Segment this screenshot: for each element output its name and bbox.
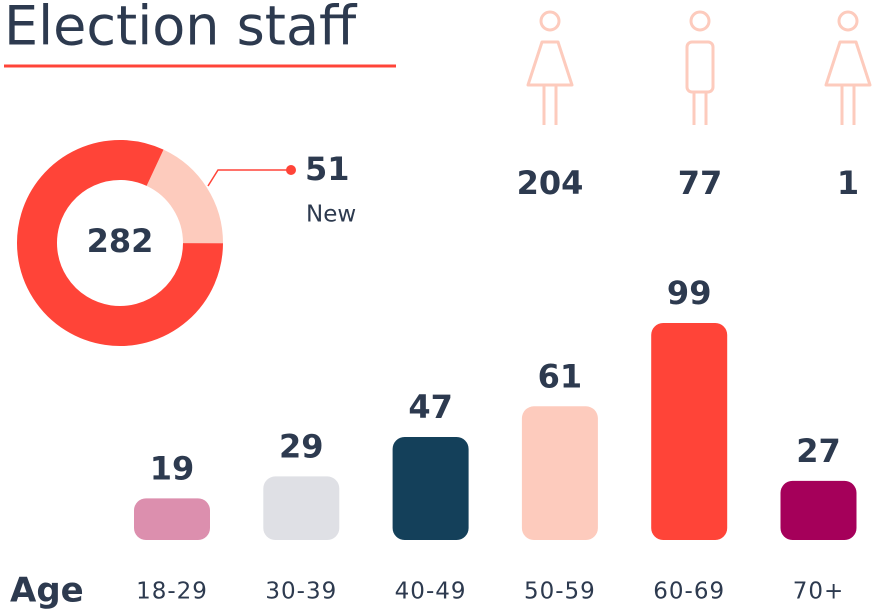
donut-category-label: New — [306, 202, 356, 228]
bar-value-label: 61 — [538, 357, 583, 395]
x-axis-label: Age — [10, 571, 84, 611]
bar — [134, 498, 210, 540]
bar-value-label: 19 — [150, 449, 195, 487]
person-icon — [685, 10, 715, 125]
person-icon — [526, 10, 574, 125]
icon-head — [539, 10, 561, 32]
person-count: 77 — [678, 164, 723, 202]
bar — [780, 480, 857, 540]
bar — [263, 476, 340, 540]
bar — [392, 436, 469, 540]
x-tick-label: 60-69 — [653, 579, 725, 605]
x-tick-label: 30-39 — [265, 579, 337, 605]
icon-legs — [542, 85, 558, 125]
icon-head — [689, 10, 711, 32]
donut-segment — [17, 140, 223, 346]
person-count: 1 — [837, 164, 859, 202]
bar-value-label: 29 — [279, 427, 324, 465]
donut-value-label: 51 — [305, 150, 350, 188]
x-tick-label: 70+ — [793, 579, 845, 605]
bar-value-label: 47 — [408, 388, 453, 426]
x-tick-label: 18-29 — [136, 579, 208, 605]
leader-dot — [286, 165, 296, 175]
bar-value-label: 99 — [667, 274, 712, 312]
title: Election staff — [4, 0, 358, 58]
icon-body — [824, 40, 872, 87]
donut-segment — [145, 149, 224, 244]
person-count: 204 — [517, 164, 584, 202]
icon-legs — [692, 92, 708, 125]
icon-head — [837, 10, 859, 32]
icon-legs — [840, 85, 856, 125]
donut-total: 282 — [87, 222, 154, 260]
bar — [521, 406, 598, 540]
bar-value-label: 27 — [796, 432, 841, 470]
bar — [651, 323, 728, 540]
leader-line — [207, 169, 290, 187]
icon-body — [685, 40, 715, 94]
x-tick-label: 40-49 — [395, 579, 467, 605]
x-tick-label: 50-59 — [524, 579, 596, 605]
person-icon — [824, 10, 872, 125]
icon-body — [526, 40, 574, 87]
